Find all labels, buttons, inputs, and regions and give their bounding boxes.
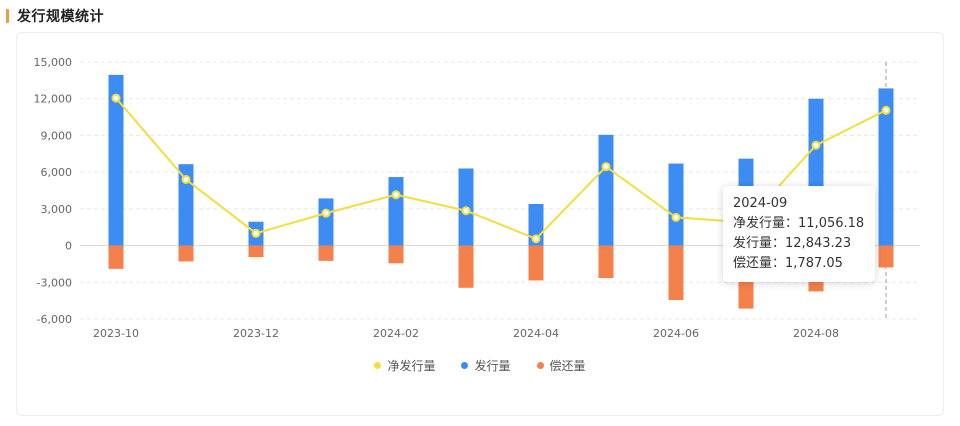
legend-label: 偿还量 [549, 359, 586, 373]
net-point [251, 228, 261, 238]
chart-legend: 净发行量 发行量 偿还量 [0, 357, 960, 374]
legend-label: 发行量 [474, 359, 511, 373]
bar-issue [388, 177, 404, 246]
bar-repay [668, 245, 684, 301]
tooltip-label: 偿还量： [733, 256, 786, 271]
bar-issue [878, 88, 894, 246]
y-tick-label: 6,000 [41, 166, 73, 179]
x-tick-label: 2024-02 [373, 327, 419, 340]
bar-repay [598, 245, 614, 279]
legend-marker-repay [536, 362, 544, 369]
bar-repay [178, 245, 194, 262]
bar-issue [108, 74, 124, 246]
net-point [391, 190, 401, 200]
tooltip-value: 12,843.23 [785, 236, 852, 251]
legend-label: 净发行量 [387, 359, 436, 373]
y-tick-label: -6,000 [37, 313, 72, 326]
bar-repay [318, 245, 334, 261]
net-point [111, 93, 121, 103]
y-tick-label: 0 [65, 240, 72, 253]
net-point [321, 208, 331, 218]
x-tick-label: 2023-10 [93, 327, 139, 340]
x-tick-label: 2024-04 [513, 327, 559, 340]
bar-issue [318, 198, 334, 246]
bar-issue [598, 134, 614, 246]
x-tick-label: 2024-06 [653, 327, 699, 340]
bar-repay [388, 245, 404, 264]
net-point [671, 212, 681, 222]
bar-issue [668, 163, 684, 246]
tooltip-label: 净发行量： [733, 216, 799, 231]
section-title: 发行规模统计 [17, 9, 104, 25]
x-tick-label: 2023-12 [233, 327, 279, 340]
title-accent-bar [6, 9, 9, 23]
tooltip-value: 1,787.05 [785, 256, 843, 271]
bar-repay [878, 245, 894, 268]
tooltip-row-net: 净发行量：11,056.18 [733, 214, 865, 234]
y-tick-label: 9,000 [41, 129, 73, 142]
y-tick-label: 15,000 [34, 56, 73, 69]
legend-marker-issue [461, 362, 469, 369]
tooltip-title: 2024-09 [733, 196, 788, 211]
tooltip-row-issue: 发行量：12,843.23 [733, 234, 865, 254]
legend-item-issue[interactable]: 发行量 [461, 357, 511, 374]
bar-repay [458, 245, 474, 288]
bar-issue [178, 164, 194, 246]
net-point [601, 162, 611, 172]
y-tick-label: -3,000 [37, 276, 72, 289]
legend-marker-net [374, 362, 382, 369]
chart-tooltip: 2024-09 净发行量：11,056.18 发行量：12,843.23 偿还量… [723, 186, 875, 282]
bar-repay [108, 245, 124, 269]
net-point [531, 234, 541, 244]
legend-item-net[interactable]: 净发行量 [374, 357, 435, 374]
tooltip-row-repay: 偿还量：1,787.05 [733, 254, 865, 274]
net-point [811, 140, 821, 150]
net-point [461, 206, 471, 216]
legend-item-repay[interactable]: 偿还量 [536, 357, 586, 374]
y-tick-label: 12,000 [34, 93, 73, 106]
tooltip-label: 发行量： [733, 236, 786, 251]
bar-repay [248, 245, 264, 258]
x-tick-label: 2024-08 [793, 327, 839, 340]
section-header: 发行规模统计 [6, 6, 104, 26]
net-point [881, 105, 891, 115]
net-point [181, 174, 191, 184]
y-tick-label: 3,000 [41, 203, 73, 216]
tooltip-value: 11,056.18 [798, 216, 865, 231]
bar-repay [528, 245, 544, 281]
